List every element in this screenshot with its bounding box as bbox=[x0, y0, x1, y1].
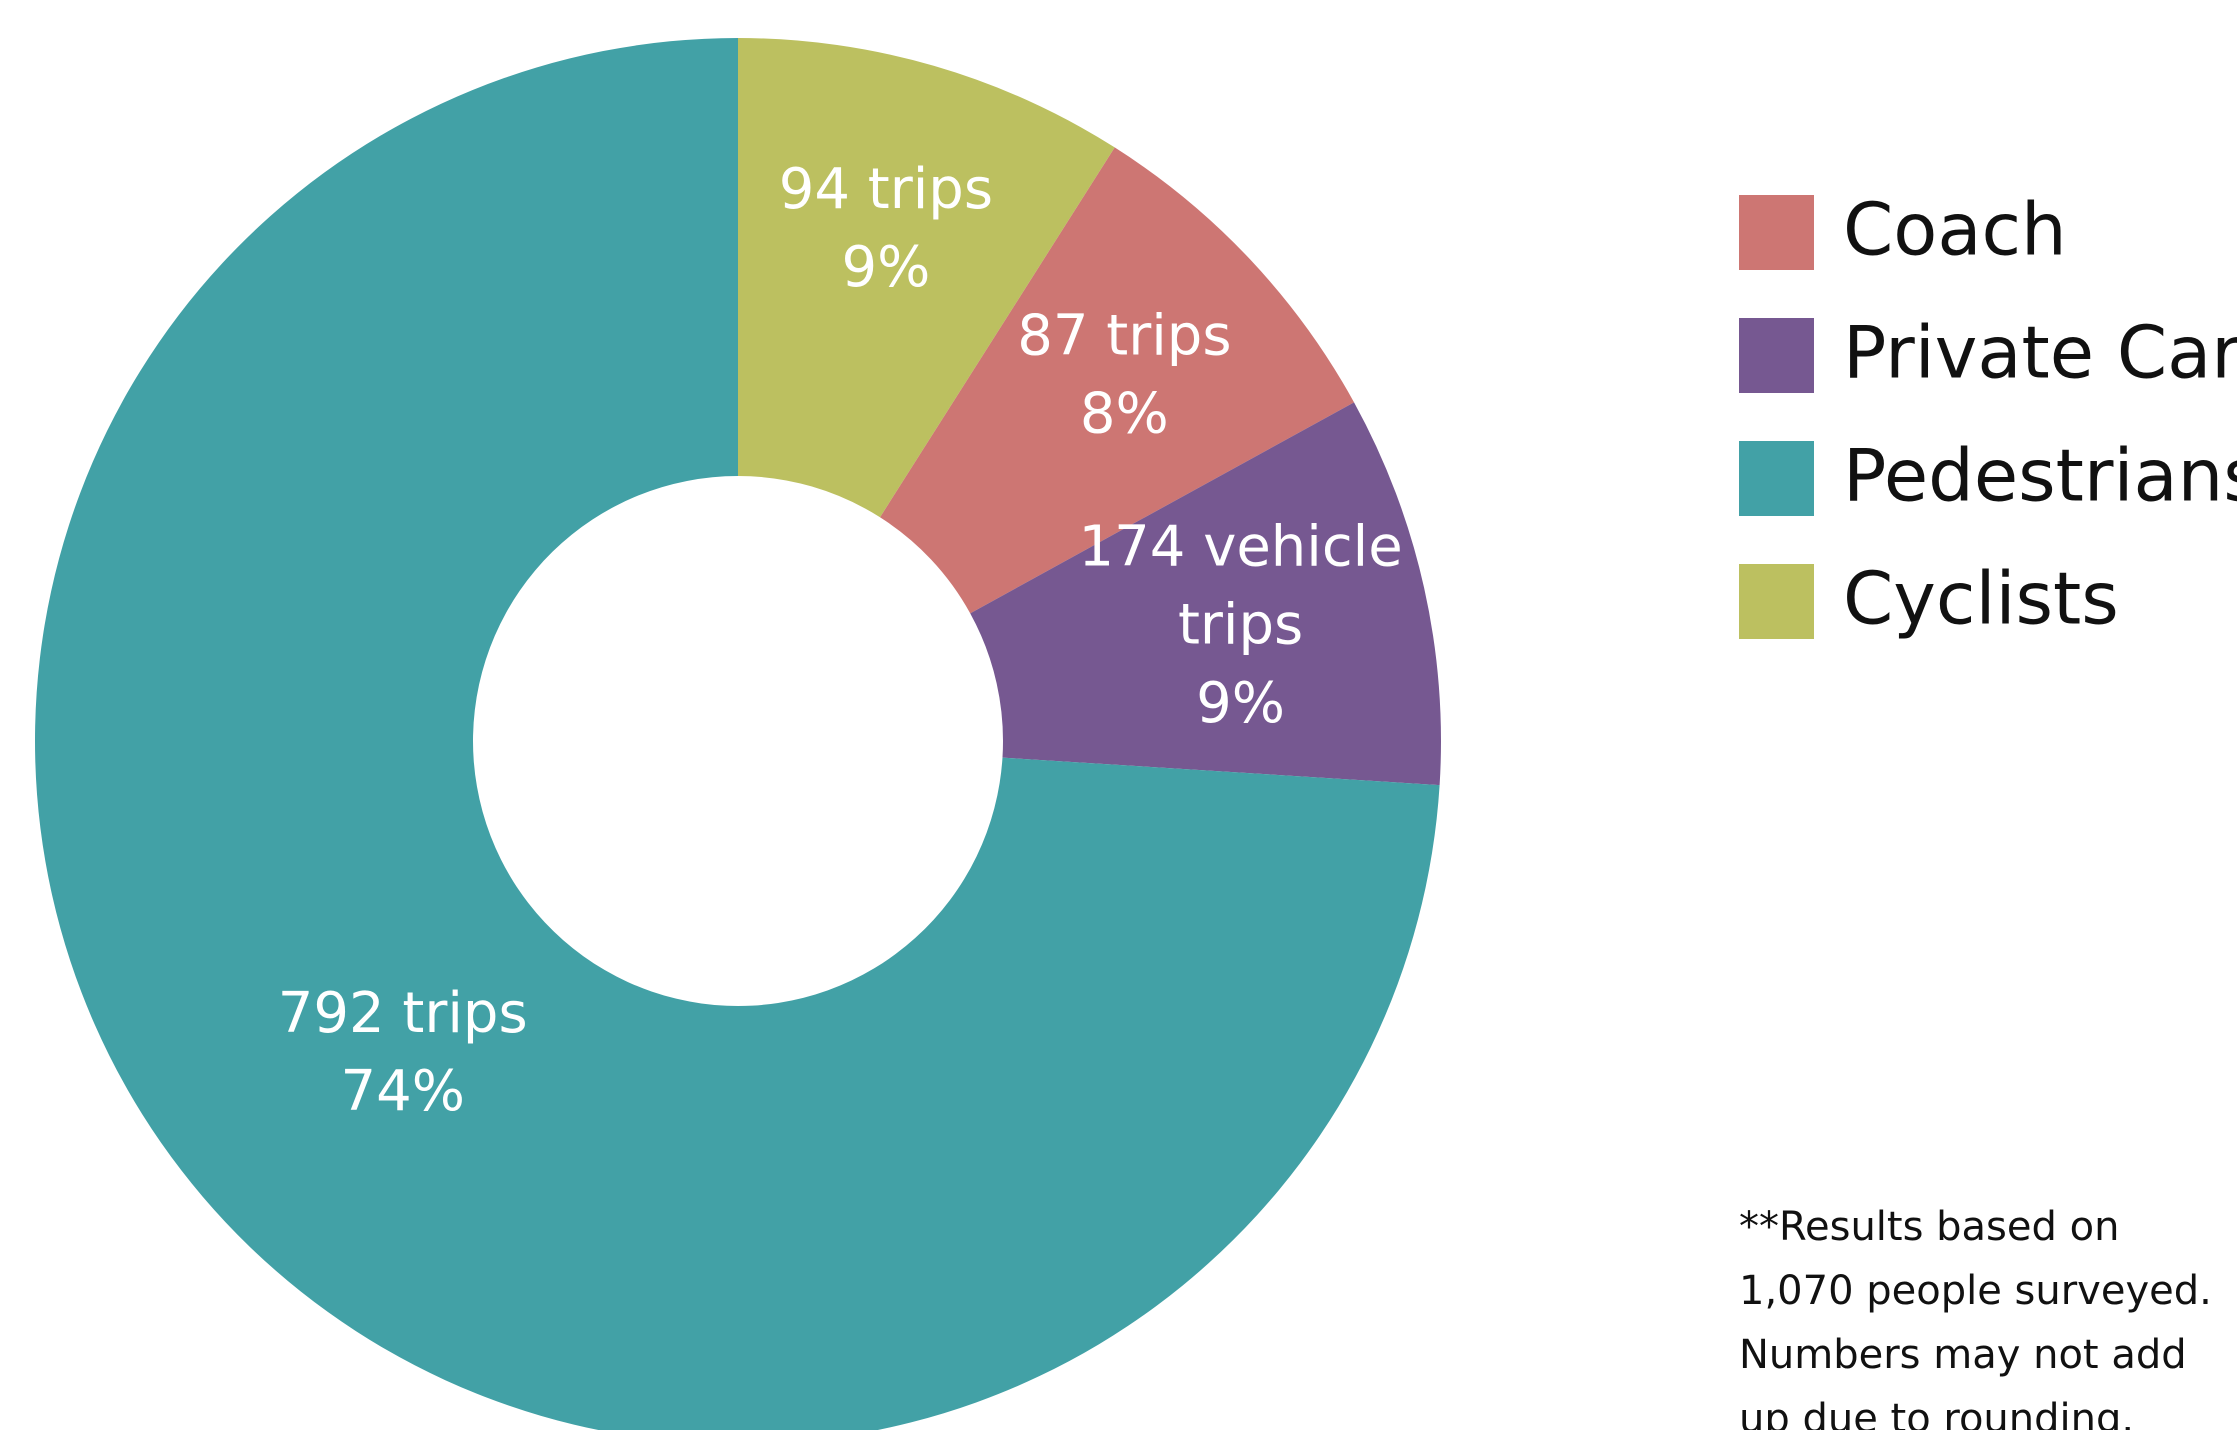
slice bbox=[738, 38, 1115, 518]
footnote: Numbers may not add bbox=[1739, 1332, 2187, 1378]
footnote: **Results based on bbox=[1739, 1204, 2119, 1250]
slice bbox=[879, 147, 1355, 614]
legend-swatch bbox=[1739, 441, 1814, 516]
legend-label: Coach bbox=[1843, 188, 2067, 272]
value-label: 8% bbox=[1080, 381, 1169, 446]
legend-swatch bbox=[1739, 564, 1814, 639]
legend-swatch bbox=[1739, 195, 1814, 270]
footnote: 1,070 people surveyed. bbox=[1739, 1268, 2212, 1314]
count-label: 174 vehicle trips bbox=[1079, 515, 1403, 658]
count-label: 94 trips bbox=[779, 157, 993, 222]
count-label: 87 trips bbox=[1017, 303, 1231, 368]
legend-label: Private Car bbox=[1843, 311, 2237, 395]
footnote: up due to rounding. bbox=[1739, 1396, 2134, 1430]
slice bbox=[34, 38, 1440, 1430]
slice bbox=[970, 402, 1441, 786]
legend-label: Pedestrians bbox=[1843, 434, 2237, 518]
value-label: 9% bbox=[841, 235, 930, 300]
count-label: 792 trips bbox=[278, 981, 528, 1046]
legend-swatch bbox=[1739, 318, 1814, 393]
value-label: 74% bbox=[340, 1059, 464, 1124]
legend-label: Cyclists bbox=[1843, 557, 2119, 641]
value-label: 9% bbox=[1196, 671, 1285, 736]
